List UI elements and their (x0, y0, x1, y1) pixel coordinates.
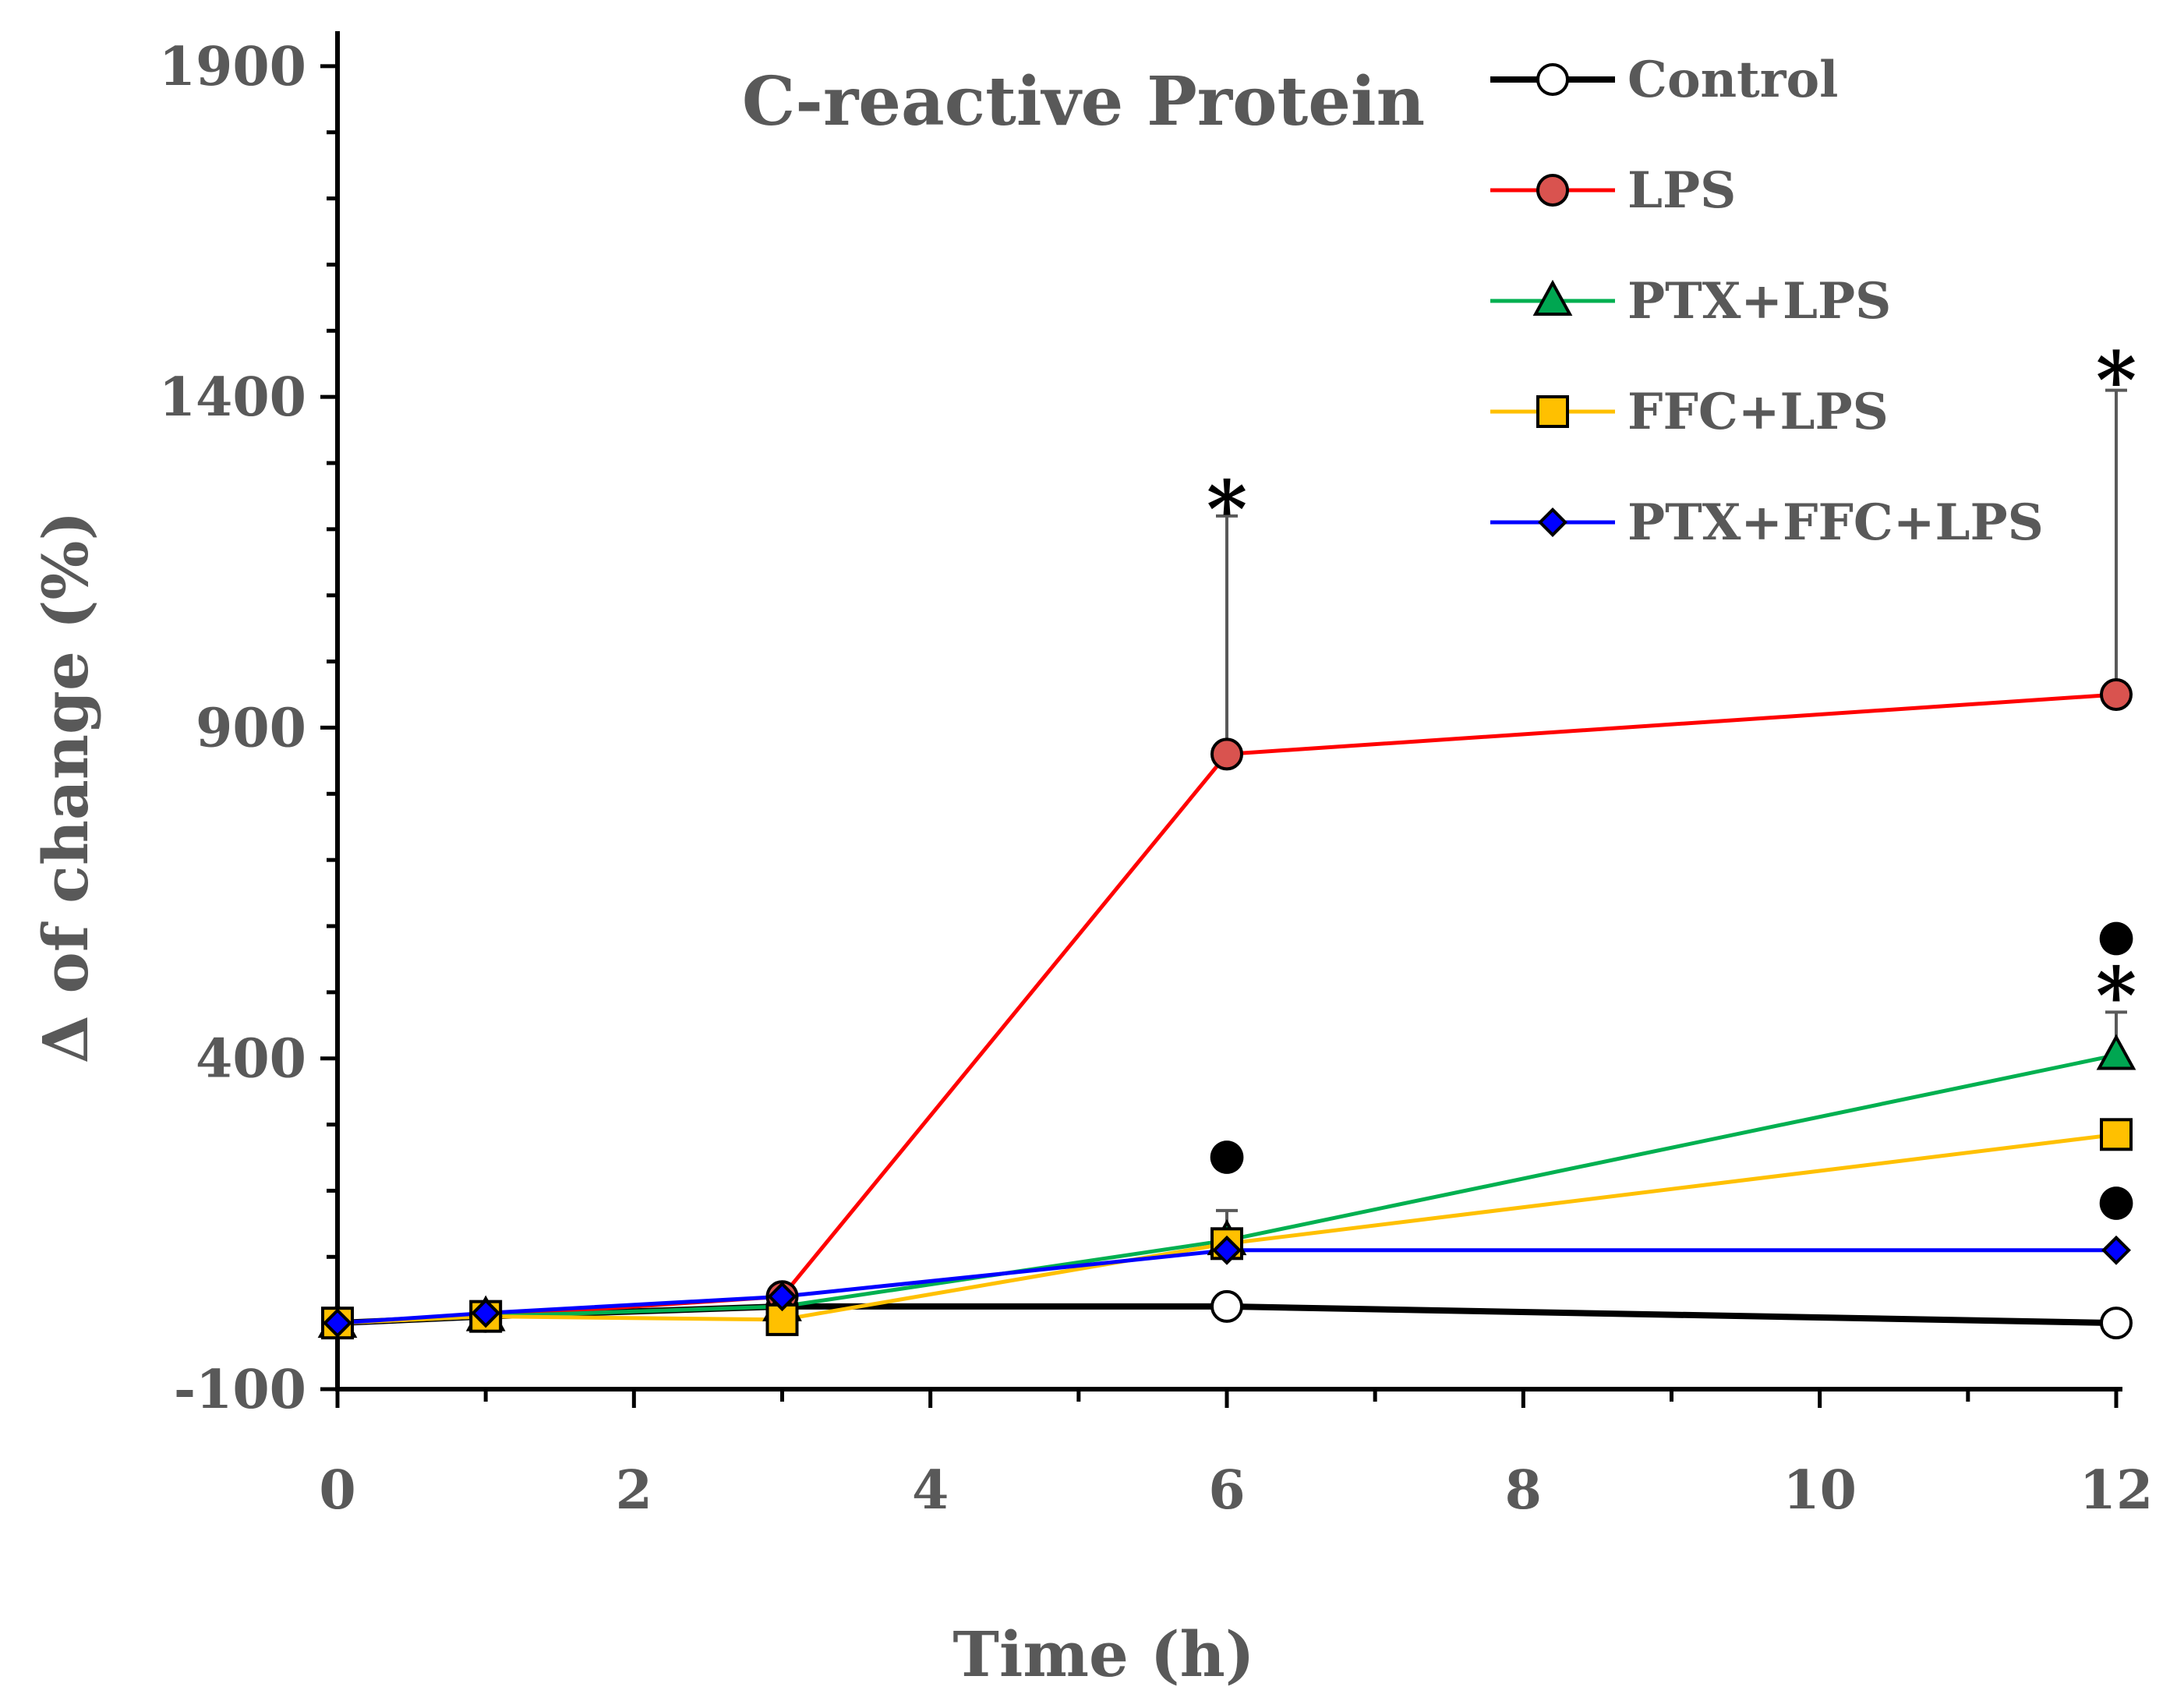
data-point-ffc-lps (2100, 1118, 2133, 1151)
legend-item-lps: LPS (1490, 161, 1736, 220)
legend-marker (1536, 63, 1569, 96)
legend-label: Control (1627, 51, 1838, 109)
data-point-ptx-ffc-lps (767, 1282, 797, 1312)
y-tick-label: 900 (196, 697, 306, 759)
data-point-control (1210, 1289, 1243, 1323)
y-tick-label: 1900 (159, 36, 306, 98)
chart-title: C-reactive Protein (742, 62, 1425, 141)
legend-item-ffc-lps: FFC+LPS (1490, 383, 1889, 441)
data-point-ptx-ffc-lps (1212, 1235, 1242, 1265)
legend-marker (1538, 507, 1567, 537)
data-point-ptx-ffc-lps (471, 1298, 501, 1328)
legend-label: FFC+LPS (1627, 383, 1889, 441)
significance-dot: ● (2097, 910, 2136, 961)
data-point-ptx-ffc-lps (323, 1308, 352, 1338)
legend-label: PTX+LPS (1627, 272, 1891, 331)
x-tick-label: 6 (1208, 1459, 1245, 1522)
y-axis-title: Δ of change (%) (29, 511, 102, 1064)
series-line-ptx-lps (337, 1053, 2117, 1325)
legend-item-ptx-lps: PTX+LPS (1490, 272, 1891, 331)
significance-asterisk: * (1207, 464, 1247, 556)
legend-item-control: Control (1490, 51, 1838, 109)
data-point-control (2100, 1307, 2133, 1340)
legend-marker (1536, 174, 1569, 207)
x-tick-label: 4 (912, 1459, 949, 1522)
x-tick-label: 0 (319, 1459, 355, 1522)
legend-label: LPS (1627, 161, 1736, 220)
legend-label: PTX+FFC+LPS (1627, 493, 2044, 552)
y-tick-label: 1400 (159, 366, 306, 429)
data-point-lps (1210, 737, 1243, 771)
x-tick-label: 8 (1505, 1459, 1542, 1522)
x-tick-label: 2 (616, 1459, 652, 1522)
y-tick-label: 400 (196, 1028, 306, 1091)
significance-asterisk: * (2096, 949, 2136, 1041)
data-point-ptx-ffc-lps (2101, 1235, 2131, 1265)
x-tick-label: 10 (1783, 1459, 1857, 1522)
x-axis-title: Time (h) (952, 1618, 1254, 1691)
x-tick-label: 12 (2080, 1459, 2154, 1522)
y-tick-label: -100 (174, 1359, 306, 1421)
significance-asterisk: * (2096, 334, 2136, 426)
legend-item-ptx-ffc-lps: PTX+FFC+LPS (1490, 493, 2044, 552)
legend-marker (1536, 395, 1569, 428)
legend-marker (1532, 279, 1573, 316)
data-point-lps (2100, 678, 2133, 711)
data-point-ptx-lps (2096, 1034, 2136, 1070)
significance-dot: ● (1208, 1128, 1246, 1179)
significance-dot: ● (2097, 1174, 2136, 1225)
